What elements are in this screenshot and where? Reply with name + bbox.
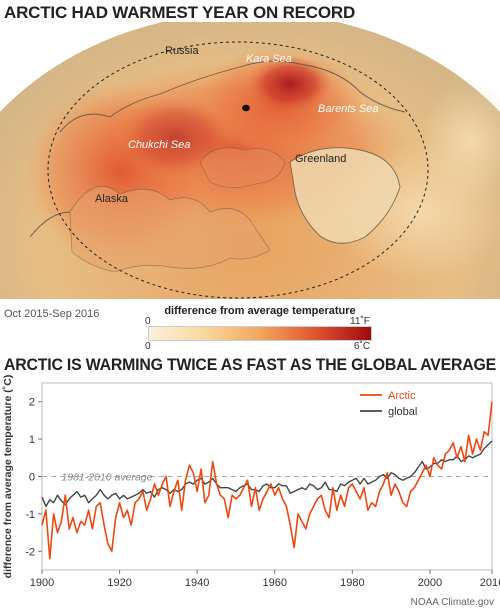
x-tick-label: 2016 — [480, 577, 500, 589]
color-scale-max-c: 6˚C — [354, 341, 371, 352]
canada-outline — [69, 185, 271, 273]
label-russia: Russia — [165, 45, 200, 57]
temperature-chart: -2 -1 0 1 2 1900 1920 1940 1960 1980 2000 2016 diffe… — [2, 375, 500, 589]
y-tick-label: 0 — [29, 472, 35, 484]
y-tick-label: 1 — [29, 434, 35, 446]
label-greenland: Greenland — [295, 153, 346, 165]
x-tick-label: 1920 — [107, 577, 131, 589]
arctic-temperature-map: Russia Kara Sea Barents Sea Chukchi Sea … — [0, 22, 500, 299]
x-tick-label: 2000 — [418, 577, 442, 589]
credit-label: NOAA Climate.gov — [410, 597, 494, 608]
greenland-outline — [289, 147, 401, 244]
color-scale-min-c: 0 — [145, 341, 151, 352]
period-label: Oct 2015-Sep 2016 — [4, 308, 100, 320]
label-chukchi-sea: Chukchi Sea — [128, 139, 190, 151]
color-scale-min-f: 0 — [145, 316, 151, 327]
map-graphic: Russia Kara Sea Barents Sea Chukchi Sea … — [0, 22, 500, 299]
arctic-circle — [47, 41, 429, 299]
x-tick-label: 1960 — [263, 577, 287, 589]
y-tick-label: 2 — [29, 397, 35, 409]
x-tick-label: 1900 — [30, 577, 54, 589]
label-kara-sea: Kara Sea — [246, 53, 292, 65]
y-axis-label: difference from average temperature (˚C) — [2, 375, 14, 578]
north-pole-marker — [242, 104, 250, 112]
y-tick-label: -1 — [25, 509, 35, 521]
map-title: ARCTIC HAD WARMEST YEAR ON RECORD — [4, 3, 356, 22]
series-line-arctic — [41, 401, 493, 560]
x-tick-label: 1980 — [340, 577, 364, 589]
color-scale-max-f: 11˚F — [350, 316, 370, 327]
color-scale-title: difference from average temperature — [164, 305, 356, 317]
russia-coastline — [59, 60, 406, 133]
label-barents-sea: Barents Sea — [318, 103, 379, 115]
legend-label-global: global — [388, 406, 417, 418]
x-tick-label: 1940 — [185, 577, 209, 589]
average-reference-label: 1981-2010 average — [61, 472, 152, 484]
legend-label-arctic: Arctic — [388, 390, 416, 402]
chart-title: ARCTIC IS WARMING TWICE AS FAST AS THE G… — [4, 355, 497, 374]
y-tick-label: -2 — [25, 546, 35, 558]
label-alaska: Alaska — [95, 193, 129, 205]
series-line-global — [41, 440, 493, 508]
color-scale-bar — [148, 326, 372, 341]
kara-sea-hotspot — [248, 56, 332, 112]
